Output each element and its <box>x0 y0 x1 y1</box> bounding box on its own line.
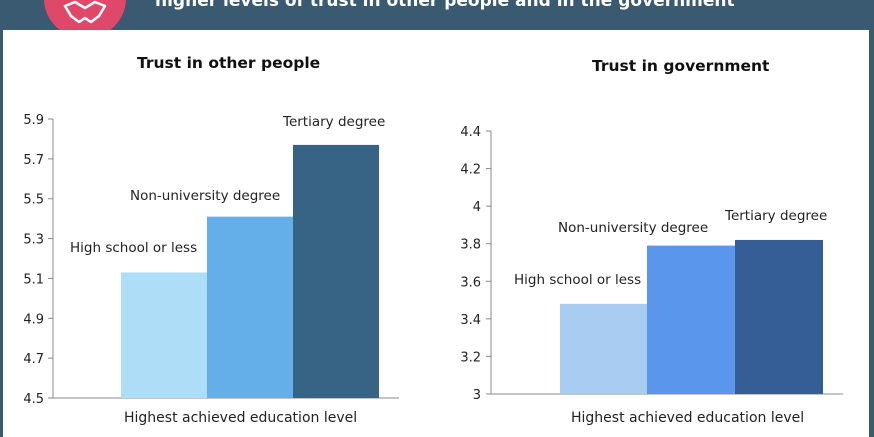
bar-category-label: High school or less <box>514 272 641 288</box>
bar <box>121 272 207 398</box>
y-tick-label: 5.1 <box>23 272 44 287</box>
header-banner: higher levels of trust in other people a… <box>0 0 874 30</box>
bar-category-label: Non-university degree <box>130 188 280 204</box>
y-tick-label: 4.9 <box>23 312 44 327</box>
chart-title-people: Trust in other people <box>137 54 321 72</box>
y-tick-label: 4 <box>473 200 481 215</box>
y-tick-label: 3 <box>473 388 481 403</box>
bar <box>560 303 648 394</box>
x-axis-label-government: Highest achieved education level <box>571 410 805 426</box>
y-tick-label: 5.7 <box>23 153 44 168</box>
chart-title-government: Trust in government <box>592 57 770 75</box>
y-tick-label: 4.7 <box>23 352 44 367</box>
x-axis-label-people: Highest achieved education level <box>124 410 358 426</box>
y-tick-label: 5.5 <box>23 193 44 208</box>
bar-category-label: High school or less <box>70 240 197 256</box>
y-tick-label: 4.4 <box>460 125 481 140</box>
bar-category-label: Non-university degree <box>558 220 708 236</box>
y-tick-label: 4.5 <box>23 392 44 407</box>
y-tick-label: 4.2 <box>460 163 481 178</box>
bar <box>647 245 735 394</box>
bar <box>207 216 293 398</box>
bar-category-label: Tertiary degree <box>724 208 827 224</box>
bar <box>293 144 379 398</box>
y-tick-label: 5.3 <box>23 233 44 248</box>
bar <box>735 239 823 394</box>
y-tick-label: 3.2 <box>460 350 481 365</box>
y-tick-label: 3.4 <box>460 313 481 328</box>
y-tick-label: 5.9 <box>23 113 44 128</box>
y-tick-label: 3.8 <box>460 238 481 253</box>
banner-title: higher levels of trust in other people a… <box>155 0 735 11</box>
handshake-icon <box>63 0 107 24</box>
bar-category-label: Tertiary degree <box>282 114 385 130</box>
y-tick-label: 3.6 <box>460 275 481 290</box>
